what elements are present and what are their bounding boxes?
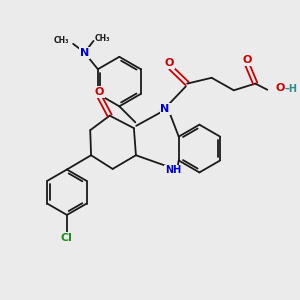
Text: –H: –H	[285, 84, 298, 94]
Text: O: O	[275, 83, 284, 93]
Text: CH₃: CH₃	[53, 36, 69, 45]
Text: O: O	[94, 87, 104, 97]
Text: CH₃: CH₃	[95, 34, 110, 43]
Text: N: N	[80, 48, 89, 58]
Text: O: O	[165, 58, 174, 68]
Text: Cl: Cl	[61, 233, 73, 243]
Text: O: O	[242, 55, 252, 65]
Text: N: N	[160, 103, 170, 114]
Text: NH: NH	[165, 165, 181, 176]
